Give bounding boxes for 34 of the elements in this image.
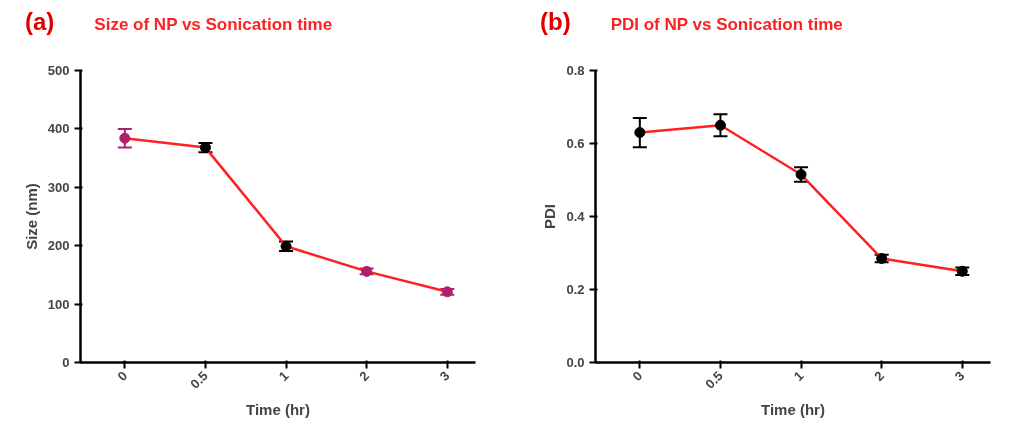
y-tick-label: 0.0 — [566, 355, 585, 370]
x-tick-label: 3 — [436, 368, 453, 384]
x-tick-label: 0 — [629, 368, 646, 384]
y-tick-label: 200 — [47, 238, 70, 254]
x-tick-label: 1 — [275, 368, 292, 384]
y-axis-title: PDI — [541, 203, 559, 229]
x-tick-label: 3 — [951, 368, 968, 384]
y-tick-label: 0.2 — [566, 282, 585, 297]
y-tick-label: 100 — [47, 296, 70, 312]
point — [119, 132, 131, 144]
chart-title: (a) — [25, 8, 55, 35]
x-axis-title: Time (hr) — [246, 400, 310, 418]
x-tick-label: 1 — [790, 368, 807, 384]
y-tick-label: 0 — [62, 355, 70, 370]
point — [361, 265, 373, 277]
y-tick-label: 0.4 — [566, 209, 586, 224]
y-tick-label: 400 — [47, 121, 70, 137]
x-tick-label: 2 — [871, 368, 887, 384]
y-axis-title: Size (nm) — [22, 183, 40, 250]
y-tick-label: 500 — [47, 63, 70, 78]
point — [441, 286, 453, 298]
x-tick-label: 0.5 — [702, 368, 726, 392]
point — [714, 119, 726, 131]
x-tick-label: 0 — [114, 368, 131, 384]
chart-title: (b) — [540, 8, 571, 35]
x-axis-title: Time (hr) — [761, 400, 825, 418]
point — [634, 127, 646, 139]
chart-subtitle: PDI of NP vs Sonication time — [610, 15, 843, 34]
x-tick-label: 2 — [356, 368, 372, 384]
y-tick-label: 0.6 — [566, 136, 585, 151]
x-tick-label: 0.5 — [187, 368, 211, 392]
y-tick-label: 0.8 — [566, 63, 585, 78]
chart-subtitle: Size of NP vs Sonication time — [94, 15, 333, 34]
y-tick-label: 300 — [47, 179, 70, 195]
